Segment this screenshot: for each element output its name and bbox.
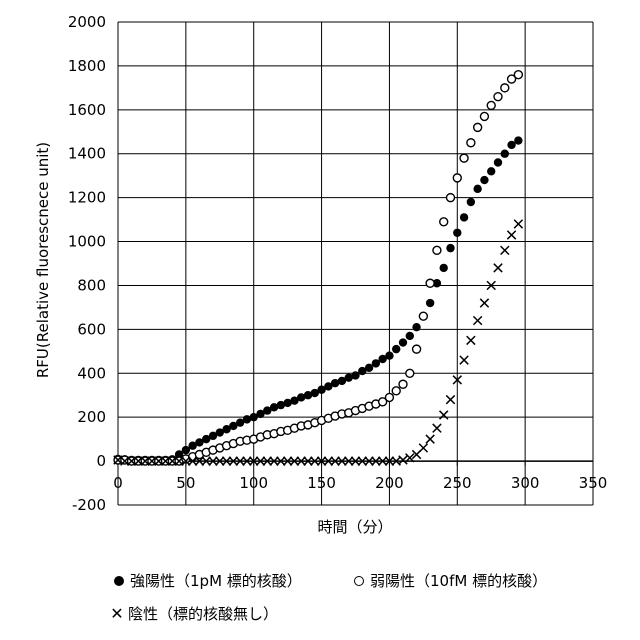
data-point (473, 185, 481, 193)
data-point (392, 345, 400, 353)
y-tick-label: 800 (77, 276, 106, 294)
y-tick-label: 400 (77, 364, 106, 382)
data-point (501, 150, 509, 158)
x-tick-label: 350 (579, 474, 608, 492)
x-tick-labels: 0 50 100 150 200 250 300 350 (113, 474, 607, 492)
data-point (440, 218, 448, 226)
data-point (487, 101, 495, 109)
data-point (514, 220, 522, 228)
data-point (399, 456, 407, 464)
data-point (453, 229, 461, 237)
data-point (447, 194, 455, 202)
data-point (501, 246, 509, 254)
x-axis-title: 時間（分） (317, 518, 392, 536)
data-point (507, 231, 515, 239)
data-point (399, 380, 407, 388)
data-point (514, 136, 522, 144)
y-tick-label: 0 (96, 452, 106, 470)
data-point (385, 352, 393, 360)
x-tick-label: 250 (443, 474, 472, 492)
data-point (460, 154, 468, 162)
data-point (514, 71, 522, 79)
data-point (406, 369, 414, 377)
legend-item-strong-positive: 強陽性（1pM 標的核酸） (112, 570, 302, 591)
data-point (494, 264, 502, 272)
y-tick-label: 2000 (68, 13, 106, 31)
y-tick-label: -200 (72, 496, 106, 514)
x-tick-label: 200 (375, 474, 404, 492)
data-point (385, 393, 393, 401)
data-point (460, 213, 468, 221)
y-tick-label: 200 (77, 408, 106, 426)
series-cross (114, 220, 523, 466)
data-point (440, 264, 448, 272)
data-point (480, 299, 488, 307)
data-point (467, 139, 475, 147)
data-point (446, 395, 454, 403)
x-tick-label: 0 (113, 474, 123, 492)
legend-item-negative: ✕陰性（標的核酸無し） (110, 603, 278, 624)
data-point (453, 174, 461, 182)
data-marks (114, 71, 523, 466)
data-point (480, 176, 488, 184)
series-open-circle (114, 71, 522, 465)
y-tick-label: 1400 (68, 145, 106, 163)
data-point (433, 424, 441, 432)
cross-icon: ✕ (110, 604, 124, 623)
data-point (440, 411, 448, 419)
x-tick-label: 50 (176, 474, 195, 492)
y-tick-label: 1600 (68, 101, 106, 119)
data-point (494, 158, 502, 166)
data-point (467, 198, 475, 206)
data-point (467, 336, 475, 344)
legend-label: 強陽性（1pM 標的核酸） (130, 572, 302, 590)
y-axis-title: RFU(Relative fluorescnece unit) (34, 142, 52, 378)
x-tick-label: 150 (307, 474, 336, 492)
data-point (426, 279, 434, 287)
y-tick-labels: -200 0 200 400 600 800 1000 1200 1400 1600 1800 200… (68, 13, 106, 514)
data-point (460, 356, 468, 364)
data-point (392, 387, 400, 395)
data-point (413, 345, 421, 353)
data-point (399, 338, 407, 346)
open-circle-icon (354, 576, 364, 586)
x-tick-label: 300 (511, 474, 540, 492)
data-point (446, 244, 454, 252)
data-point (501, 84, 509, 92)
data-point (426, 299, 434, 307)
legend-label: 弱陽性（10fM 標的核酸） (370, 572, 547, 590)
data-point (412, 323, 420, 331)
legend-item-weak-positive: 弱陽性（10fM 標的核酸） (352, 570, 547, 591)
data-point (473, 316, 481, 324)
data-point (419, 444, 427, 452)
data-point (474, 123, 482, 131)
series-filled-circle (114, 136, 523, 464)
grid (118, 22, 593, 505)
legend-label: 陰性（標的核酸無し） (128, 605, 278, 623)
y-tick-label: 1200 (68, 189, 106, 207)
data-point (487, 167, 495, 175)
data-point (480, 112, 488, 120)
data-point (406, 332, 414, 340)
y-tick-label: 600 (77, 320, 106, 338)
data-point (426, 435, 434, 443)
filled-circle-icon (114, 576, 124, 586)
x-tick-label: 100 (239, 474, 268, 492)
data-point (419, 312, 427, 320)
y-tick-label: 1000 (68, 233, 106, 251)
data-point (494, 93, 502, 101)
y-tick-label: 1800 (68, 57, 106, 75)
data-point (433, 246, 441, 254)
